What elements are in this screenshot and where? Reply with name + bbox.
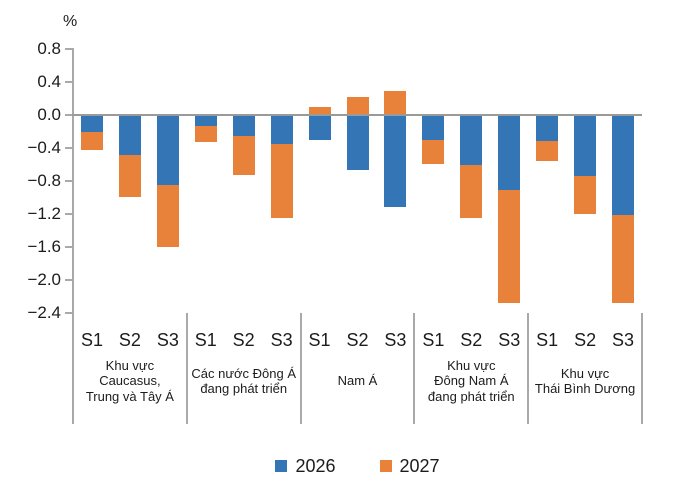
bar-segment-2027 [308,106,331,115]
group-separator [527,313,530,424]
bar-segment-2026 [118,115,141,155]
y-axis-tick-mark [65,246,72,248]
bar-segment-2027 [156,185,179,247]
y-axis-tick-label: 0.0 [37,105,61,124]
y-axis-tick-mark [65,279,72,281]
bar-segment-2027 [270,143,293,219]
bar-segment-2026 [612,115,635,215]
y-axis-unit-label: % [63,13,78,30]
legend: 2026 2027 [73,454,642,478]
y-axis-tick-label: −1.6 [27,237,61,256]
bar-segment-2027 [232,135,255,176]
y-axis-tick-mark [65,114,72,116]
group-label: Khu vực Thái Bình Dương [530,350,640,412]
subcategory-label: S3 [270,330,293,350]
subcategory-label: S3 [612,330,635,350]
bar-segment-2027 [498,190,521,304]
bar-segment-2027 [612,214,635,304]
group-label-line: Trung và Tây Á [85,388,174,404]
y-axis-tick-mark [65,48,72,50]
group-label-line: Đông Nam Á [434,373,509,389]
group-label-line: Caucasus, [99,373,161,389]
y-axis-tick-label: −0.8 [27,171,61,190]
bar-segment-2026 [232,115,255,136]
bar-segment-2027 [384,91,407,115]
group-label-line: Khu vực [447,357,496,373]
bar-segment-2027 [118,154,141,198]
bar-segment-2026 [498,115,521,191]
y-axis-tick-label: −0.4 [27,138,61,157]
subcategory-label: S3 [156,330,179,350]
legend-item-2027: 2027 [379,455,440,477]
bar-segment-2027 [460,164,483,219]
legend-label: 2026 [295,455,336,476]
subcategory-label: S2 [346,330,369,350]
bar-segment-2026 [80,115,103,133]
subcategory-label: S2 [232,330,255,350]
y-axis-tick-mark [65,147,72,149]
subcategory-label: S1 [80,330,103,350]
group-label-line: Các nước Đông Á [191,365,297,381]
bar-segment-2026 [384,115,407,208]
legend-label: 2027 [399,455,440,476]
y-axis-tick-mark [65,81,72,83]
y-axis-tick-mark [65,312,72,314]
group-label-line: Khu vực [560,365,610,381]
bar-segment-2026 [536,115,559,142]
subcategory-label: S1 [422,330,445,350]
bar-segment-2026 [422,115,445,140]
subcategory-label: S2 [118,330,141,350]
group-label-line: Nam Á [337,373,378,389]
legend-swatch-2027 [379,460,392,472]
subcategory-label: S3 [498,330,521,350]
bar-segment-2027 [574,176,597,214]
subcategory-label: S1 [308,330,331,350]
group-label: Khu vực Caucasus, Trung và Tây Á [75,350,185,412]
bar-segment-2027 [536,141,559,162]
bar-segment-2027 [346,96,369,115]
group-label-line: Thái Bình Dương [534,381,636,396]
group-label-line: đang phát triển [427,388,515,404]
y-axis-tick-label: −1.2 [27,204,61,223]
subcategory-label: S1 [194,330,217,350]
subcategory-label: S2 [460,330,483,350]
legend-item-2026: 2026 [275,455,336,477]
y-axis-tick-label: 0.8 [37,39,61,58]
legend-swatch-2026 [275,460,288,472]
bar-segment-2027 [194,125,217,143]
bar-segment-2026 [194,115,217,126]
y-axis-tick-label: −2.0 [27,270,61,289]
bar-segment-2026 [346,115,369,171]
y-axis-tick-mark [65,213,72,215]
group-label-line: Khu vực [105,357,155,373]
y-axis-tick-label: −2.4 [27,303,61,322]
group-separator [641,313,643,424]
bar-segment-2026 [270,115,293,144]
bar-segment-2026 [156,115,179,186]
zero-baseline [72,114,642,116]
y-axis-line [72,48,74,424]
subcategory-label: S1 [536,330,559,350]
group-separator [413,313,416,424]
bar-segment-2026 [574,115,597,177]
bar-segment-2027 [80,132,103,151]
y-axis-tick-mark [65,180,72,182]
group-separator [299,313,302,424]
group-label-line: đang phát triển [200,381,288,396]
y-axis-tick-label: 0.4 [37,72,61,91]
group-separator [185,313,188,424]
bar-segment-2027 [422,139,445,164]
bar-segment-2026 [460,115,483,165]
bar-segment-2026 [308,115,331,140]
group-label: Nam Á [303,350,413,412]
subcategory-label: S3 [384,330,407,350]
subcategory-label: S2 [574,330,597,350]
